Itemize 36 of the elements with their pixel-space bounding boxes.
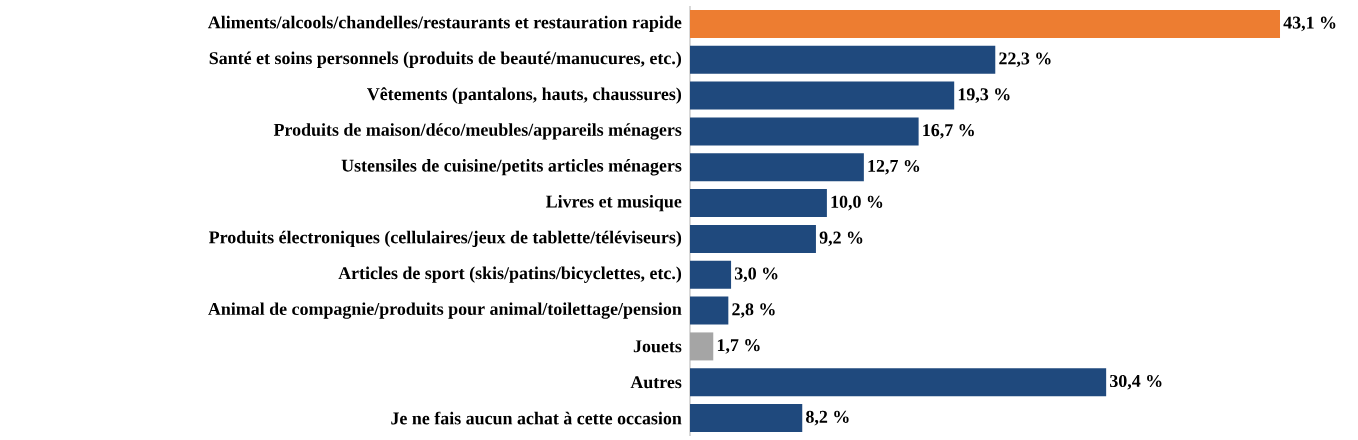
y-tick-label: Ustensiles de cuisine/petits articles ménagers	[341, 159, 682, 176]
y-tick-label: Jouets	[633, 340, 682, 353]
data-label: 43,1 %	[1283, 16, 1336, 32]
bar	[690, 81, 955, 110]
y-tick-label: Livres et musique	[545, 194, 682, 212]
bar	[690, 189, 827, 218]
data-label: 8,2 %	[806, 410, 849, 426]
y-tick-label: Produits électroniques (cellulaires/jeux de tablette/téléviseurs)	[208, 230, 682, 248]
data-label: 16,7 %	[923, 124, 974, 139]
y-tick-label: Aliments/alcools/chandelles/restaurants et restauration rapide	[207, 15, 682, 33]
bar	[690, 260, 732, 289]
y-tick-label: Santé et soins personnels (produits de beauté/manucures, etc.)	[209, 51, 682, 68]
y-tick-label: Animal de compagnie/produits pour animal/toilettage/pension	[208, 302, 682, 319]
data-label: 10,0 %	[831, 195, 883, 211]
bar	[690, 45, 996, 74]
bar	[690, 404, 803, 433]
data-label: 12,7 %	[868, 159, 920, 175]
data-label: 1,7 %	[717, 339, 760, 354]
bar	[690, 117, 919, 146]
data-label: 22,3 %	[999, 52, 1051, 68]
data-label: 2,8 %	[732, 303, 775, 318]
y-tick-label: Articles de sport (skis/patins/bicyclettes, etc.)	[338, 266, 682, 283]
y-tick-label: Vêtements (pantalons, hauts, chaussures)	[367, 87, 682, 104]
bar	[690, 332, 714, 361]
bar	[690, 296, 729, 325]
y-tick-label: Je ne fais aucun achat à cette occasion	[391, 411, 682, 425]
bar	[690, 9, 1281, 38]
y-tick-label: Produits de maison/déco/meubles/appareils ménagers	[273, 123, 682, 140]
y-tick-label: Autres	[630, 376, 682, 389]
data-label: 30,4 %	[1110, 374, 1162, 390]
bar	[690, 224, 816, 253]
data-label: 3,0 %	[734, 267, 778, 283]
data-label: 19,3 %	[958, 88, 1010, 103]
bar	[690, 368, 1107, 397]
bar	[690, 153, 864, 182]
data-label: 9,2 %	[819, 231, 863, 247]
